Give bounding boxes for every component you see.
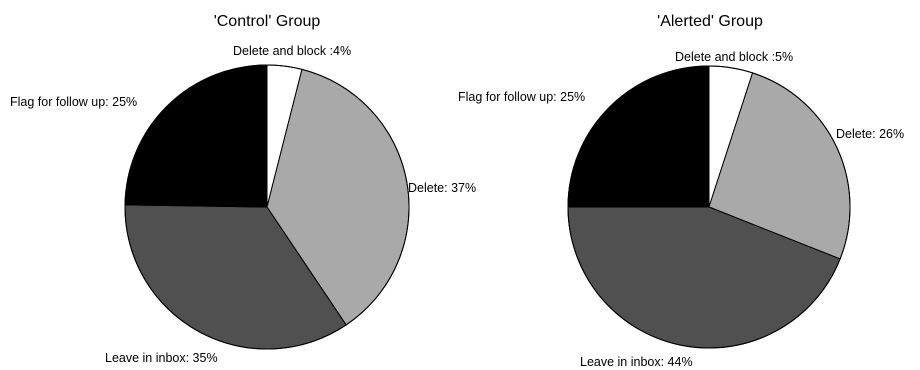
slice-label-alerted-leave-in-inbox: Leave in inbox: 44% bbox=[580, 355, 693, 369]
slice-label-control-flag-for-follow-up: Flag for follow up: 25% bbox=[10, 95, 137, 109]
pie-slice-alerted-flag-for-follow-up bbox=[567, 65, 710, 208]
slice-label-alerted-delete: Delete: 26% bbox=[836, 127, 904, 141]
pie-chart-control: 'Control' Group Delete and block :4% Dele… bbox=[10, 13, 476, 365]
slice-label-control-leave-in-inbox: Leave in inbox: 35% bbox=[105, 351, 218, 365]
pie-outline-control bbox=[124, 64, 410, 350]
slice-label-alerted-delete-and-block: Delete and block :5% bbox=[675, 50, 793, 64]
pie-outline-alerted bbox=[567, 65, 851, 349]
slice-label-control-delete-and-block: Delete and block :4% bbox=[233, 44, 351, 58]
pie-slice-control-flag-for-follow-up bbox=[124, 64, 268, 208]
slice-label-control-delete: Delete: 37% bbox=[408, 181, 476, 195]
chart-title-control: 'Control' Group bbox=[214, 13, 321, 30]
slice-label-alerted-flag-for-follow-up: Flag for follow up: 25% bbox=[458, 90, 585, 104]
chart-title-alerted: 'Alerted' Group bbox=[657, 13, 763, 30]
pie-chart-alerted: 'Alerted' Group Delete and block :5% Dele… bbox=[458, 13, 904, 369]
